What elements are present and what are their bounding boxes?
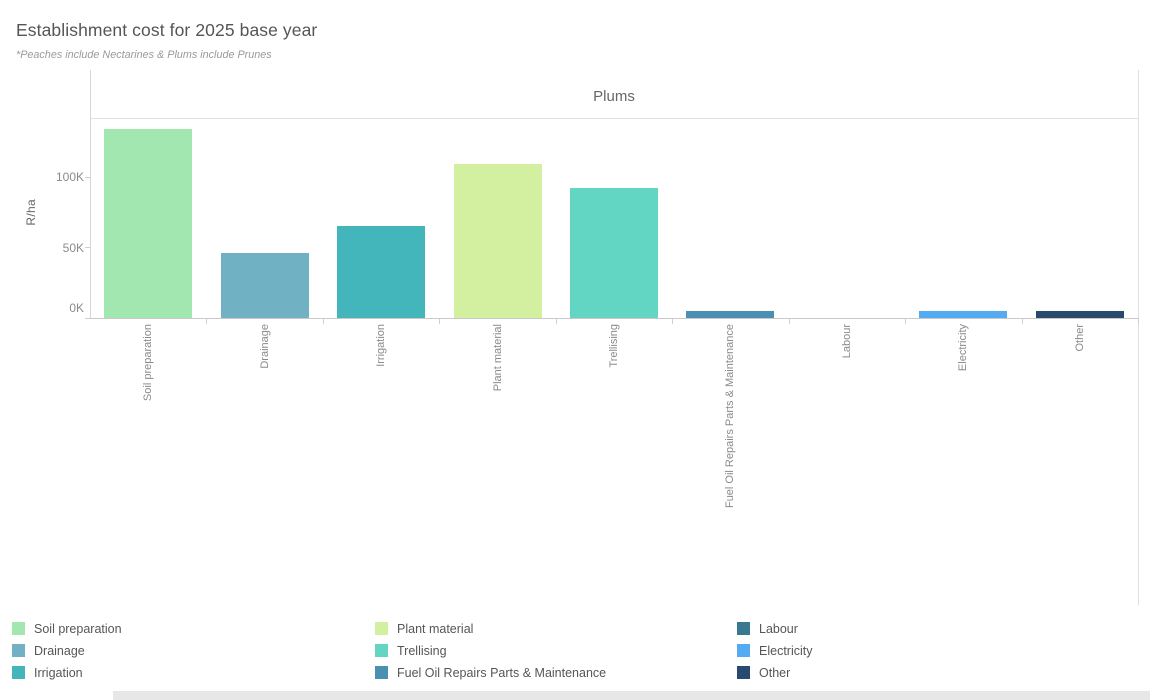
legend-label: Electricity bbox=[759, 644, 813, 658]
bar-irrigation[interactable] bbox=[337, 226, 425, 318]
legend-swatch bbox=[12, 622, 25, 635]
x-category-label: Trellising bbox=[608, 324, 620, 368]
bar-drainage[interactable] bbox=[221, 253, 309, 318]
bar-plant-material[interactable] bbox=[454, 164, 542, 318]
bar-fuel-oil-repairs-parts-maintenance[interactable] bbox=[686, 311, 774, 318]
x-category-label: Irrigation bbox=[375, 324, 387, 367]
legend-label: Irrigation bbox=[34, 666, 83, 680]
panel-header-divider bbox=[90, 118, 1139, 119]
x-tick-mark bbox=[672, 319, 673, 324]
y-tick-mark bbox=[85, 176, 90, 178]
bar-electricity[interactable] bbox=[919, 311, 1007, 318]
legend-label: Labour bbox=[759, 622, 798, 636]
legend-label: Plant material bbox=[397, 622, 474, 636]
x-tick-mark bbox=[323, 319, 324, 324]
legend-swatch bbox=[737, 622, 750, 635]
legend-label: Soil preparation bbox=[34, 622, 122, 636]
x-category-label: Drainage bbox=[259, 324, 271, 369]
x-category-label: Labour bbox=[841, 324, 853, 359]
bar-soil-preparation[interactable] bbox=[104, 129, 192, 318]
x-tick-mark bbox=[789, 319, 790, 324]
page-title: Establishment cost for 2025 base year bbox=[16, 20, 318, 40]
horizontal-scrollbar[interactable] bbox=[113, 691, 1150, 700]
x-tick-mark bbox=[905, 319, 906, 324]
bar-other[interactable] bbox=[1036, 311, 1124, 318]
legend: Soil preparation Drainage Irrigation Plant … bbox=[0, 618, 1150, 688]
x-tick-mark bbox=[1138, 319, 1139, 324]
y-tick-mark bbox=[85, 317, 90, 319]
x-tick-mark bbox=[556, 319, 557, 324]
legend-swatch bbox=[737, 666, 750, 679]
x-tick-mark bbox=[206, 319, 207, 324]
x-category-label: Fuel Oil Repairs Parts & Maintenance bbox=[724, 324, 736, 509]
legend-swatch bbox=[375, 622, 388, 635]
x-category-label: Other bbox=[1074, 324, 1086, 352]
legend-swatch bbox=[375, 644, 388, 657]
panel-right-border bbox=[1138, 70, 1139, 605]
y-tick-label: 0K bbox=[69, 301, 84, 315]
legend-label: Fuel Oil Repairs Parts & Maintenance bbox=[397, 666, 607, 680]
x-category-label: Electricity bbox=[957, 324, 969, 372]
legend-swatch bbox=[375, 666, 388, 679]
y-axis-line bbox=[90, 70, 91, 319]
y-tick-mark bbox=[85, 247, 90, 248]
legend-label: Other bbox=[759, 666, 791, 680]
legend-swatch bbox=[12, 666, 25, 679]
legend-swatch bbox=[12, 644, 25, 657]
bar-trellising[interactable] bbox=[570, 188, 658, 318]
y-axis-title: R/ha bbox=[24, 199, 38, 226]
x-tick-mark bbox=[439, 319, 440, 324]
x-category-label: Soil preparation bbox=[142, 324, 154, 402]
legend-label: Drainage bbox=[34, 644, 85, 658]
panel-title: Plums bbox=[593, 88, 635, 105]
legend-swatch bbox=[737, 644, 750, 657]
y-tick-label: 50K bbox=[62, 240, 84, 255]
page-subtitle: *Peaches include Nectarines & Plums incl… bbox=[16, 49, 272, 61]
legend-label: Trellising bbox=[397, 644, 447, 658]
x-tick-mark bbox=[1022, 319, 1023, 324]
y-tick-label: 100K bbox=[55, 170, 84, 184]
x-axis-line bbox=[90, 318, 1139, 319]
x-category-label: Plant material bbox=[492, 324, 504, 392]
